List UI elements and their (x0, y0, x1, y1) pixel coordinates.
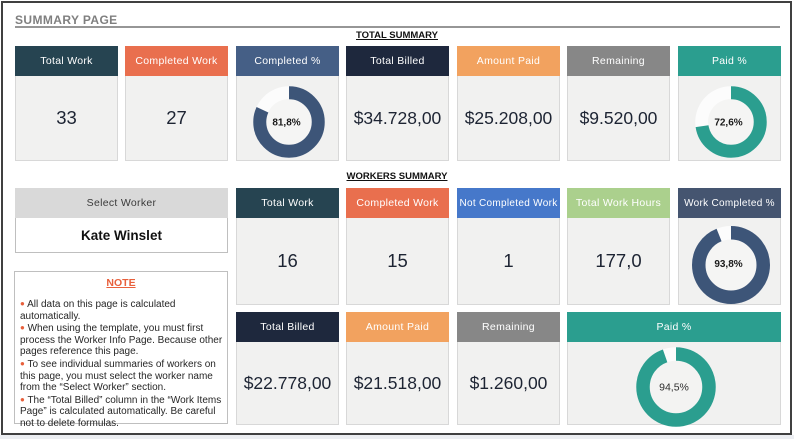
svg-text:72,6%: 72,6% (714, 117, 742, 128)
svg-text:94,5%: 94,5% (659, 381, 689, 393)
svg-text:93,8%: 93,8% (714, 259, 742, 270)
svg-text:81,8%: 81,8% (272, 117, 300, 128)
